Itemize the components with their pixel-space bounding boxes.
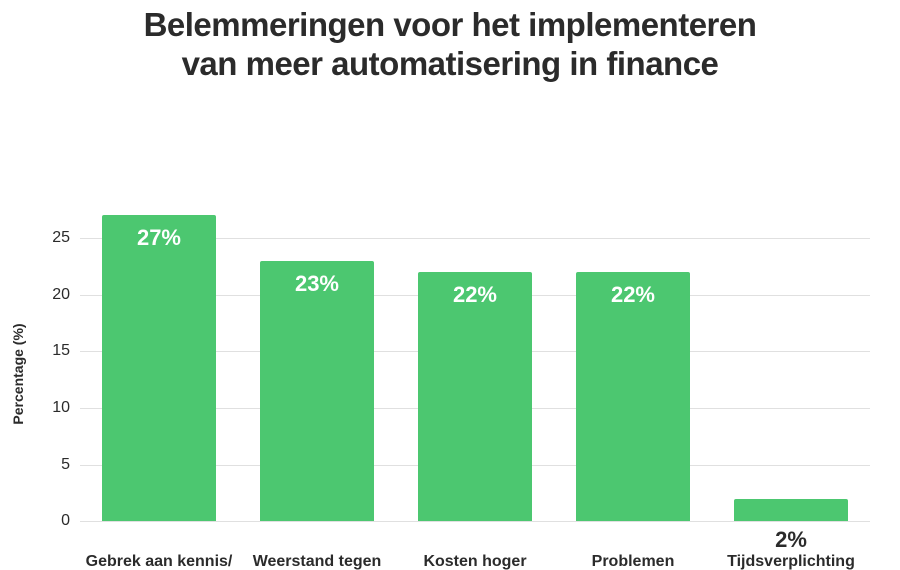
- y-tick-label: 15: [52, 342, 80, 360]
- x-tick-label: Problemen datamigratie: [554, 544, 712, 570]
- x-tick-label: Kosten hoger dan opbrengsten: [396, 544, 554, 570]
- y-tick-label: 5: [61, 456, 80, 474]
- y-tick-label: 0: [61, 512, 80, 530]
- x-tick-label: Gebrek aan kennis/ expertise: [80, 544, 238, 570]
- chart-title: Belemmeringen voor het implementeren van…: [0, 0, 900, 84]
- y-tick-label: 25: [52, 229, 80, 247]
- bar: 23%: [260, 261, 374, 522]
- bar: 27%: [102, 215, 216, 521]
- y-axis-title: Percentage (%): [10, 323, 26, 424]
- x-tick-label: Tijdsverplichting: [712, 544, 870, 570]
- x-tick-label: Weerstand tegen verandering: [238, 544, 396, 570]
- y-tick-label: 10: [52, 399, 80, 417]
- bar: [734, 499, 848, 522]
- y-tick-label: 20: [52, 286, 80, 304]
- bar: 22%: [418, 272, 532, 521]
- bar: 22%: [576, 272, 690, 521]
- bar-value-label: 23%: [295, 271, 339, 297]
- bar-value-label: 22%: [453, 282, 497, 308]
- bar-value-label: 27%: [137, 225, 181, 251]
- bar-value-label: 22%: [611, 282, 655, 308]
- grid-line: [80, 521, 870, 522]
- plot-area: 051015202527%Gebrek aan kennis/ expertis…: [80, 204, 870, 544]
